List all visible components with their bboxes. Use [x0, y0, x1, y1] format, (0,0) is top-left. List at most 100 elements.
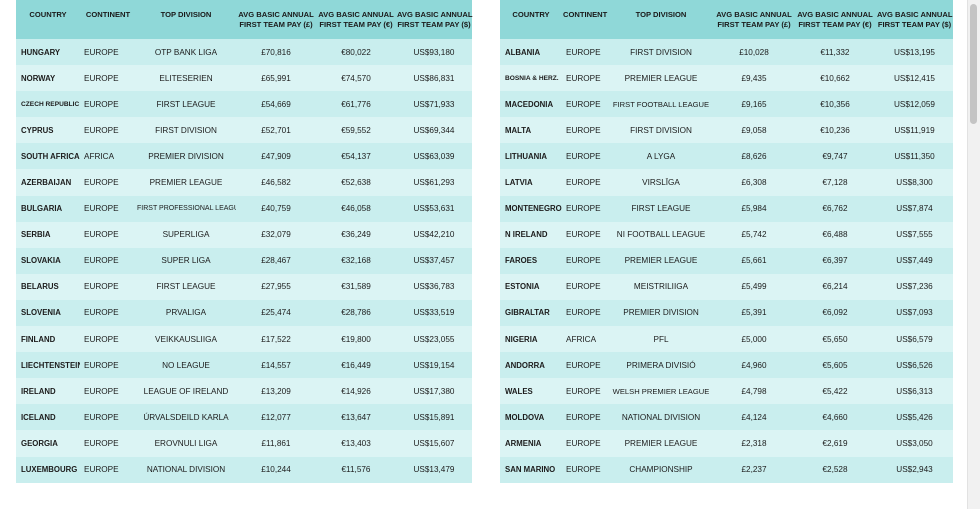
usd-pay-cell: US$13,479: [413, 465, 455, 475]
continent-cell: EUROPE: [84, 386, 119, 396]
gbp-pay-cell: £10,028: [739, 47, 769, 57]
usd-pay-cell: US$7,449: [896, 256, 933, 266]
country-header: COUNTRY: [512, 10, 550, 19]
country-cell: ESTONIA: [505, 282, 540, 292]
usd-pay-cell: US$3,050: [896, 438, 933, 448]
continent-cell: EUROPE: [84, 465, 119, 475]
eur-pay-cell: €80,022: [341, 47, 371, 57]
gbp-pay-cell: £32,079: [261, 230, 291, 240]
gbp-pay-cell: £2,318: [741, 438, 767, 448]
table-row: SLOVENIA EUROPE PRVALIGA £25,474 €28,786 US$3…: [16, 299, 472, 327]
country-cell: FAROES: [505, 256, 538, 266]
division-cell: CHAMPIONSHIP: [629, 465, 693, 475]
eur-pay-cell: €36,249: [341, 230, 371, 240]
usd-pay-cell: US$19,154: [413, 360, 455, 370]
continent-cell: EUROPE: [566, 125, 601, 135]
gbp-pay-cell: £12,077: [261, 412, 291, 422]
table-row: CZECH REPUBLIC EUROPE FIRST LEAGUE £54,669 €…: [16, 91, 472, 118]
continent-cell: EUROPE: [566, 47, 601, 57]
gbp-pay-cell: £11,861: [261, 438, 291, 448]
table-row: AZERBAIJAN EUROPE PREMIER LEAGUE £46,582 €52…: [16, 169, 472, 196]
country-cell: ALBANIA: [505, 47, 541, 57]
continent-cell: EUROPE: [566, 412, 601, 422]
table-header-row: COUNTRY CONTINENT TOP DIVISION AVG BASIC…: [16, 0, 473, 39]
table-row: ESTONIA EUROPE MEISTRILIIGA £5,499 €6,214 US$…: [500, 273, 953, 300]
usd-pay-cell: US$37,457: [413, 256, 455, 266]
eur-pay-cell: €11,576: [341, 465, 371, 475]
usd-pay-cell: US$93,180: [413, 47, 455, 57]
gbp-pay-cell: £9,165: [741, 99, 767, 109]
eur-header: AVG BASIC ANNUAL FIRST TEAM PAY (€): [318, 10, 394, 29]
usd-pay-cell: US$15,607: [413, 438, 455, 448]
gbp-pay-cell: £25,474: [261, 308, 291, 318]
pay-table-right: COUNTRY CONTINENT TOP DIVISION AVG BASIC…: [500, 0, 953, 483]
eur-pay-cell: €5,650: [822, 334, 848, 344]
country-cell: HUNGARY: [21, 47, 61, 57]
division-cell: FIRST LEAGUE: [156, 99, 216, 109]
country-cell: SLOVAKIA: [21, 256, 61, 266]
usd-pay-cell: US$5,426: [896, 412, 933, 422]
gbp-pay-cell: £2,237: [741, 465, 767, 475]
gbp-pay-cell: £8,626: [741, 151, 767, 161]
table-row: MALTA EUROPE FIRST DIVISION £9,058 €10,236 US…: [500, 117, 953, 144]
gbp-pay-cell: £52,701: [261, 125, 291, 135]
continent-cell: EUROPE: [566, 465, 601, 475]
gbp-pay-cell: £28,467: [261, 256, 291, 266]
usd-pay-cell: US$23,055: [413, 334, 455, 344]
division-cell: FIRST DIVISION: [155, 125, 217, 135]
gbp-header: AVG BASIC ANNUAL FIRST TEAM PAY (£): [238, 10, 314, 29]
country-cell: MONTENEGRO: [505, 204, 562, 214]
division-cell: ÚRVALSDEILD KARLA: [143, 412, 229, 422]
usd-pay-cell: US$36,783: [413, 282, 455, 292]
eur-header: AVG BASIC ANNUAL FIRST TEAM PAY (€): [797, 10, 873, 29]
country-cell: GIBRALTAR: [505, 308, 550, 318]
continent-cell: EUROPE: [566, 282, 601, 292]
table-row: FAROES EUROPE PREMIER LEAGUE £5,661 €6,397 US…: [500, 247, 953, 274]
country-cell: NIGERIA: [505, 334, 538, 344]
country-cell: SERBIA: [21, 230, 51, 240]
country-header: COUNTRY: [29, 10, 67, 19]
division-cell: MEISTRILIIGA: [633, 282, 689, 292]
usd-pay-cell: US$86,831: [413, 73, 455, 83]
country-cell: MOLDOVA: [505, 412, 545, 422]
eur-pay-cell: €6,214: [822, 282, 848, 292]
division-header: TOP DIVISION: [160, 10, 212, 19]
eur-pay-cell: €14,926: [341, 386, 371, 396]
division-cell: FIRST PROFESSIONAL LEAGUE: [137, 205, 236, 213]
scrollbar-thumb[interactable]: [970, 4, 977, 124]
pay-table-left: COUNTRY CONTINENT TOP DIVISION AVG BASIC…: [16, 0, 473, 483]
usd-pay-cell: US$13,195: [894, 47, 935, 57]
table-row: N IRELAND EUROPE NI FOOTBALL LEAGUE £5,742 €…: [500, 221, 953, 248]
usd-pay-cell: US$71,933: [413, 99, 455, 109]
division-cell: FIRST DIVISION: [630, 125, 692, 135]
continent-cell: EUROPE: [84, 360, 119, 370]
country-cell: LUXEMBOURG: [21, 465, 78, 475]
division-cell: LEAGUE OF IRELAND: [143, 386, 229, 396]
eur-pay-cell: €52,638: [341, 178, 371, 188]
usd-pay-cell: US$7,236: [896, 282, 933, 292]
gbp-pay-cell: £5,742: [741, 230, 767, 240]
usd-pay-cell: US$6,526: [896, 360, 933, 370]
eur-pay-cell: €6,397: [822, 256, 848, 266]
division-cell: PREMIER LEAGUE: [624, 73, 698, 83]
vertical-scrollbar[interactable]: [967, 0, 980, 509]
table-row: GIBRALTAR EUROPE PREMIER DIVISION £5,391 €6,…: [500, 299, 953, 327]
gbp-pay-cell: £5,391: [741, 308, 767, 318]
country-cell: MALTA: [505, 125, 532, 135]
country-cell: CYPRUS: [21, 125, 54, 135]
continent-cell: EUROPE: [84, 282, 119, 292]
usd-pay-cell: US$8,300: [896, 178, 933, 188]
eur-pay-cell: €54,137: [341, 151, 371, 161]
gbp-pay-cell: £27,955: [261, 282, 291, 292]
eur-pay-cell: €9,747: [822, 151, 848, 161]
table-row: SLOVAKIA EUROPE SUPER LIGA £28,467 €32,168 US…: [16, 247, 472, 274]
usd-pay-cell: US$42,210: [413, 230, 455, 240]
gbp-pay-cell: £40,759: [261, 204, 291, 214]
table-row: LUXEMBOURG EUROPE NATIONAL DIVISION £10,244…: [16, 456, 472, 483]
country-cell: NORWAY: [21, 73, 56, 83]
table-row: ICELAND EUROPE ÚRVALSDEILD KARLA £12,077 €13…: [16, 404, 472, 431]
usd-pay-cell: US$33,519: [413, 308, 455, 318]
gbp-pay-cell: £70,816: [261, 47, 291, 57]
usd-pay-cell: US$6,579: [896, 334, 933, 344]
eur-pay-cell: €11,332: [820, 47, 850, 57]
